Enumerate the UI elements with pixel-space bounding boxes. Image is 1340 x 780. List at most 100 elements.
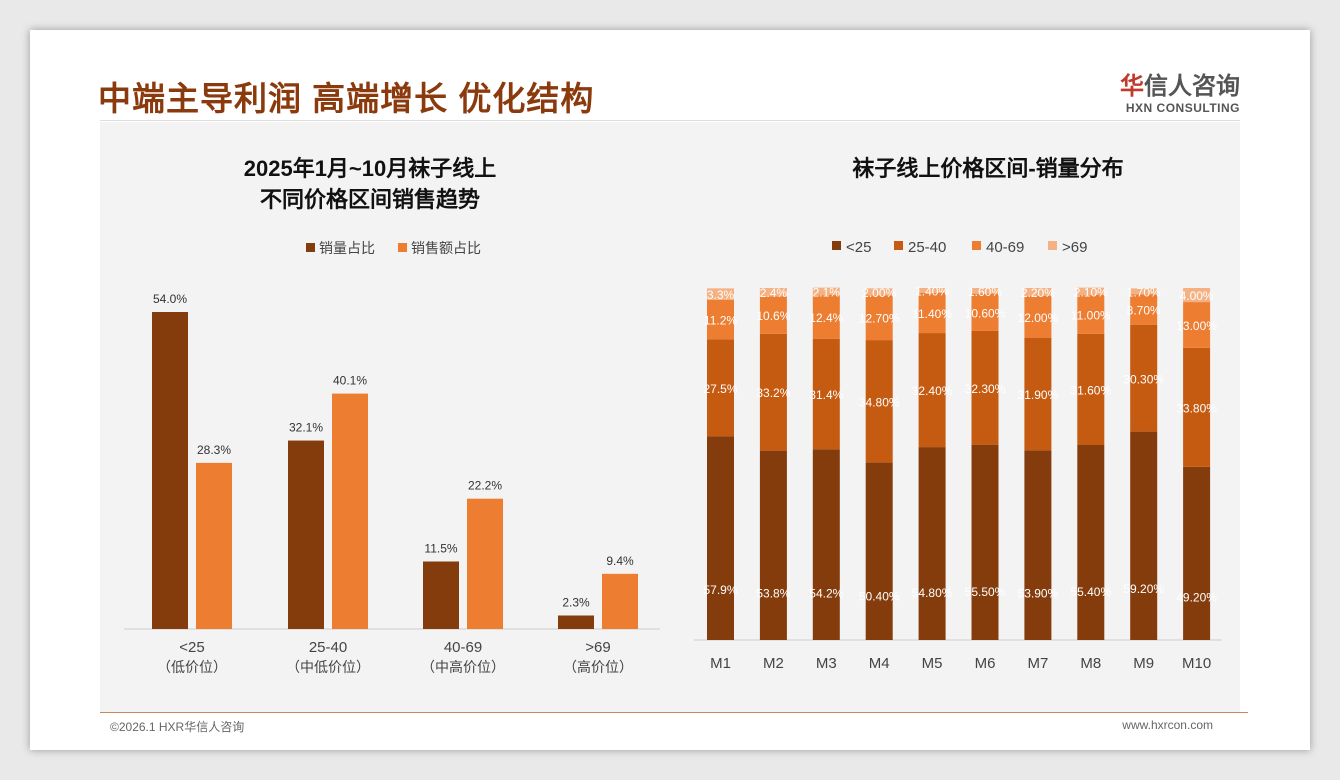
data-label: 27.5% [703,382,737,396]
data-label: 33.2% [756,386,790,400]
data-label: 10.60% [965,306,1006,320]
stacked-bar-segment [865,340,893,463]
data-label: 31.90% [1018,388,1059,402]
legend-swatch [894,241,903,250]
bar-volume [152,312,188,629]
logo-cn: 信人咨询 [1144,73,1240,100]
data-label: 2.4% [760,286,788,300]
data-label: 2.00% [862,286,896,300]
stacked-bar-segment [1077,333,1105,445]
data-label: 12.70% [859,312,900,326]
x-tick-sublabel: （高价位） [563,659,633,675]
copyright: ©2026.1 HXR华信人咨询 [110,720,245,734]
data-label: 53.8% [756,587,790,601]
data-label: 9.4% [606,554,634,568]
data-label: 32.40% [912,384,953,398]
stacked-bar-segment [1024,295,1052,338]
x-tick-label: >69 [585,639,610,656]
stacked-bar-segment [1183,288,1211,303]
data-label: 8.70% [1127,304,1161,318]
data-label: 4.00% [1180,289,1214,303]
divider [100,120,1240,121]
data-label: 11.00% [1071,308,1111,322]
stacked-bar-segment [918,447,946,640]
stacked-bar-segment [812,287,840,296]
data-label: 28.3% [197,443,231,457]
data-label: 3.3% [707,288,735,302]
stacked-bar-segment [971,293,999,331]
footer-divider [100,712,1248,713]
bar-sales [602,573,638,629]
data-label: 2.20% [1021,286,1055,300]
x-tick-label: M6 [975,655,996,672]
logo-mark: 华 [1120,73,1144,100]
data-label: 32.1% [289,421,323,435]
x-tick-label: M9 [1133,655,1154,672]
data-label: 31.4% [809,388,843,402]
data-label: 1.60% [968,285,1002,299]
legend-label: <25 [846,239,871,256]
stacked-bar-segment [971,444,999,640]
stacked-bar-segment [971,330,999,445]
data-label: 31.60% [1070,383,1111,397]
stacked-bar-segment [759,296,787,334]
stacked-bar-segment [1130,294,1158,325]
stacked-bar-segment [1130,324,1158,432]
stacked-bar-segment [918,292,946,334]
stacked-bar-segment [812,449,840,640]
data-label: 34.80% [859,395,900,409]
data-label: 13.00% [1176,319,1217,333]
legend-swatch [398,243,407,252]
stacked-bar-segment [1024,288,1052,296]
data-label: 11.40% [912,307,952,321]
x-tick-label: M10 [1182,655,1211,672]
logo-en: HXN CONSULTING [1125,101,1240,115]
data-label: 2.1% [813,285,841,299]
x-tick-sublabel: （中低价位） [286,659,370,675]
stacked-bar-segment [707,299,734,340]
x-tick-label: M4 [869,655,890,672]
data-label: 59.20% [1123,582,1164,596]
legend-swatch [1048,241,1057,250]
stacked-bar-segment [1024,450,1052,640]
data-label: 11.5% [424,541,457,555]
x-tick-sublabel: （低价位） [157,659,227,675]
stacked-bar-segment [1183,466,1211,640]
legend-label: 销售额占比 [411,240,481,256]
legend-label: 25-40 [908,239,946,256]
stacked-bar-segment [1024,337,1052,451]
stacked-bar-segment [759,333,787,451]
data-label: 49.20% [1176,591,1217,605]
data-label: 12.4% [809,311,843,325]
data-label: 11.2% [704,314,737,328]
x-tick-label: 25-40 [309,639,347,656]
stacked-bar-segment [707,339,734,437]
stacked-bar-segment [759,450,787,640]
bar-sales [467,498,503,629]
data-label: 30.30% [1123,372,1164,386]
stacked-bar-segment [707,436,734,640]
stacked-bar-segment [918,288,946,293]
stacked-bar-segment [812,295,840,339]
stacked-bar-segment [1130,288,1158,295]
data-label: 53.90% [1018,587,1059,601]
stacked-bar-segment [1077,444,1105,640]
website-url: www.hxrcon.com [1122,718,1213,732]
stacked-bar-segment [759,288,787,297]
page-title: 中端主导利润 高端增长 优化结构 [98,80,595,117]
bar-sales [196,462,232,629]
x-tick-label: M8 [1080,655,1101,672]
x-tick-label: <25 [179,639,204,656]
stacked-bar-segment [865,462,893,640]
legend-swatch [972,241,981,250]
x-tick-label: M1 [710,655,731,672]
bar-volume [288,440,324,629]
data-label: 10.6% [756,309,790,323]
legend-swatch [832,241,841,250]
chart1-title-line1: 2025年1月~10月袜子线上 [244,156,497,181]
data-label: 54.2% [809,586,843,600]
data-label: 57.9% [703,583,737,597]
stacked-bar-segment [865,295,893,341]
legend-label: 40-69 [986,239,1024,256]
